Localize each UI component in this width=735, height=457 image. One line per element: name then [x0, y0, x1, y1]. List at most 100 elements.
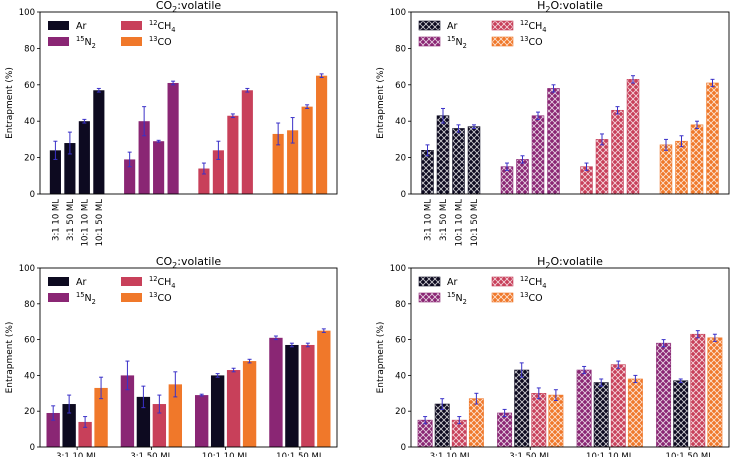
bar-Ar-2: [452, 128, 465, 195]
bar-12CH4-2: [611, 109, 624, 195]
bar-13CO-3: [317, 330, 331, 447]
chart-title-main: H: [537, 255, 545, 268]
x-tick-label: 3:1 10 ML: [51, 199, 61, 241]
legend-label-CO: 13CO: [520, 35, 543, 48]
y-tick-label: 20: [24, 407, 35, 417]
legend-label-CH4: 12CH4: [520, 275, 546, 290]
bar-12CH4-3: [690, 333, 706, 448]
chart-title-main: H: [537, 0, 545, 12]
bar-15N2-0: [46, 412, 60, 447]
chart-title-rest: :volatile: [177, 0, 221, 12]
chart-title-sub: 2: [545, 261, 550, 270]
y-tick-label: 0: [30, 190, 35, 200]
legend-label-Ar-base: Ar: [447, 277, 457, 288]
bar-Ar-2: [78, 121, 90, 194]
x-tick-label: 3:1 10 ML: [423, 199, 433, 241]
chart-title-main: CO: [156, 0, 173, 12]
y-tick-label: 60: [24, 336, 35, 346]
legend-label-CH4-sub: 4: [171, 282, 175, 290]
bar-13CO-3: [316, 75, 328, 194]
bar-15N2-1: [138, 121, 150, 194]
legend-label-CH4: 12CH4: [149, 275, 175, 290]
legend-swatch-CO: [121, 37, 142, 46]
plot-frame: [410, 11, 730, 195]
legend-label-N2-sup: 15: [76, 291, 84, 299]
bar-13CO-2: [627, 378, 643, 448]
legend-label-CH4-sub: 4: [171, 26, 175, 34]
bar-12CH4-1: [212, 150, 224, 194]
bar-12CH4-0: [198, 168, 210, 194]
legend-label-N2-base: N: [455, 293, 462, 304]
bar-13CO-3: [707, 337, 723, 448]
legend-swatch-CH4: [491, 276, 514, 287]
legend-label-CH4-sup: 12: [149, 19, 157, 27]
legend-label-N2-base: N: [84, 37, 91, 48]
bar-13CO-0: [659, 144, 673, 195]
legend-label-Ar: Ar: [447, 21, 457, 32]
legend-swatch-N2: [48, 37, 69, 46]
y-tick-label: 100: [19, 264, 35, 274]
legend-swatch-CO: [121, 293, 142, 302]
bar-13CO-2: [301, 106, 313, 194]
bars: [49, 73, 328, 194]
legend-label-CH4-base: CH: [157, 277, 171, 288]
legend: Ar 12CH4 15N2 13CO: [418, 19, 546, 50]
y-tick-label: 100: [19, 8, 35, 18]
bars: [46, 328, 331, 447]
legend-swatch-Ar: [48, 277, 69, 286]
bar-15N2-2: [153, 141, 165, 194]
legend-label-CO-base: CO: [157, 37, 171, 48]
chart-title-rest: O:volatile: [550, 255, 603, 268]
legend-swatch-N2: [418, 292, 441, 303]
legend: Ar 12CH4 15N2 13CO: [418, 275, 546, 306]
bar-15N2-2: [576, 369, 592, 448]
legend-swatch-CO: [491, 36, 514, 47]
y-tick-label: 80: [24, 300, 35, 310]
x-tick-label: 3:1 50 ML: [439, 199, 449, 241]
bar-12CH4-2: [226, 370, 241, 447]
legend-label-Ar-base: Ar: [76, 21, 86, 32]
bar-15N2-1: [497, 412, 513, 448]
bar-15N2-3: [269, 337, 283, 447]
bars: [417, 330, 723, 448]
y-tick-label: 20: [24, 154, 35, 164]
legend-label-CO-sup: 13: [520, 291, 528, 299]
plot-frame: [410, 267, 730, 448]
legend-label-CO-sup: 13: [149, 35, 157, 43]
bar-15N2-2: [194, 395, 209, 447]
bar-Ar-2: [593, 382, 609, 448]
legend-label-Ar: Ar: [447, 277, 457, 288]
y-axis-label: Entrapment (%): [5, 322, 15, 394]
y-tick-label: 40: [395, 117, 406, 127]
bar-13CO-1: [168, 384, 183, 447]
legend-label-Ar: Ar: [76, 21, 86, 32]
bar-Ar-3: [93, 90, 105, 194]
chart-title-sub: 2: [545, 5, 550, 14]
legend-label-N2-sub: 2: [92, 298, 96, 306]
y-tick-label: 100: [390, 264, 406, 274]
legend-swatch-CH4: [121, 21, 142, 30]
legend-label-CO-base: CO: [157, 293, 171, 304]
bar-12CH4-3: [301, 344, 315, 447]
legend-label-Ar-base: Ar: [76, 277, 86, 288]
chart-title: H2O:volatile: [537, 255, 603, 270]
legend-label-CH4-sub: 4: [542, 282, 546, 290]
bar-15N2-3: [547, 88, 560, 195]
legend-label-N2-sub: 2: [463, 298, 467, 306]
legend-label-N2-sup: 15: [76, 35, 84, 43]
legend-label-N2: 15N2: [76, 35, 96, 50]
legend-label-CO-base: CO: [528, 37, 542, 48]
bar-12CH4-2: [227, 115, 239, 194]
bar-15N2-3: [656, 342, 672, 448]
x-tick-label: 3:1 50 ML: [130, 452, 172, 457]
y-tick-label: 80: [395, 44, 406, 54]
legend-label-CH4-base: CH: [528, 21, 542, 32]
bar-12CH4-1: [531, 392, 547, 448]
legend-label-Ar: Ar: [76, 277, 86, 288]
y-tick-label: 60: [24, 81, 35, 91]
legend-label-CH4-base: CH: [157, 21, 171, 32]
bar-15N2-3: [167, 82, 179, 194]
